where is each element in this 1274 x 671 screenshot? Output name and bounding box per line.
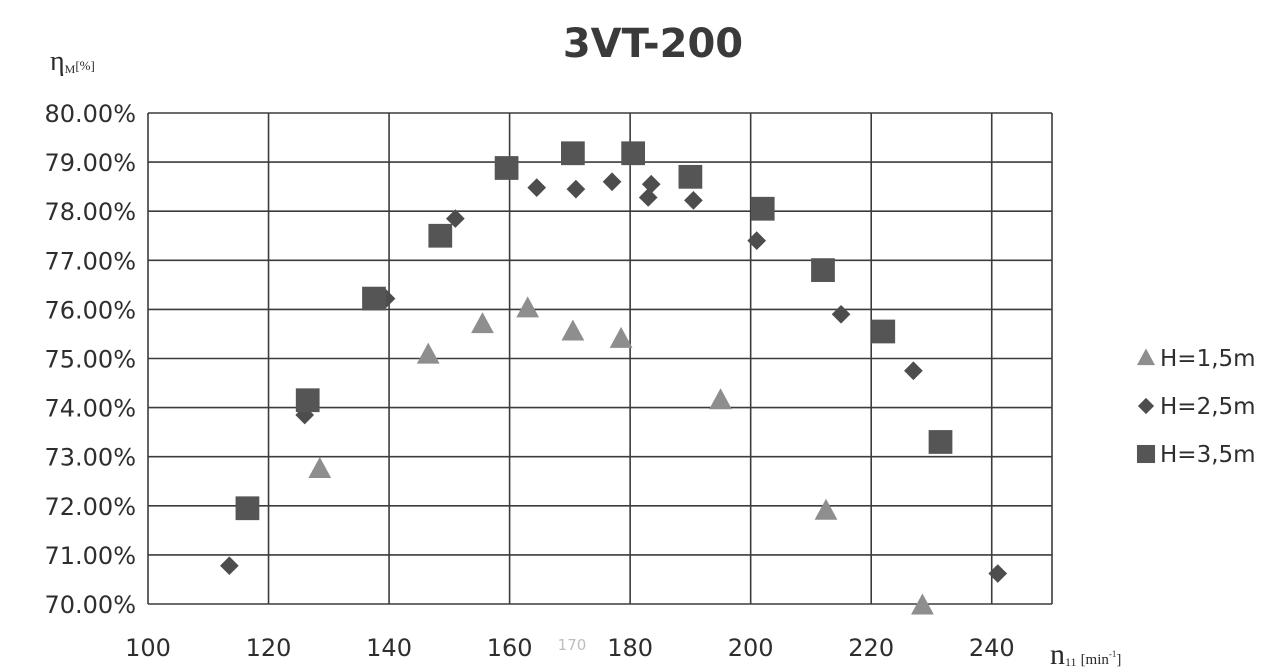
point-diamond bbox=[831, 304, 851, 324]
point-diamond bbox=[446, 209, 465, 228]
point-triangle bbox=[709, 388, 732, 410]
y-tick-label: 74.00% bbox=[44, 395, 136, 423]
legend-marker-diamond bbox=[1137, 397, 1155, 415]
pencil-annotation: 170 bbox=[558, 636, 587, 654]
x-tick-label: 220 bbox=[848, 634, 894, 662]
x-tick-label: 180 bbox=[607, 634, 653, 662]
y-tick-label: 78.00% bbox=[44, 198, 136, 226]
point-diamond bbox=[602, 172, 622, 192]
point-triangle bbox=[814, 498, 838, 520]
point-diamond bbox=[220, 556, 239, 576]
legend-label: H=1,5m bbox=[1160, 346, 1256, 372]
point-diamond bbox=[747, 231, 767, 251]
point-diamond bbox=[566, 179, 586, 199]
grid bbox=[147, 112, 1053, 605]
x-tick-label: 200 bbox=[728, 634, 774, 662]
point-triangle bbox=[516, 296, 540, 318]
point-diamond bbox=[904, 361, 923, 381]
point-square bbox=[561, 141, 585, 166]
x-tick-label: 160 bbox=[487, 634, 533, 662]
y-tick-label: 73.00% bbox=[44, 444, 136, 472]
point-diamond bbox=[295, 405, 315, 425]
tick-labels: 70.00% 71.00% 72.00% 73.00% 74.00% 75.00% 76.0… bbox=[44, 100, 1014, 662]
point-triangle bbox=[416, 342, 440, 364]
point-triangle bbox=[471, 312, 494, 334]
point-square bbox=[871, 319, 896, 344]
point-diamond bbox=[988, 564, 1008, 583]
x-tick-label: 140 bbox=[366, 634, 412, 662]
point-square bbox=[362, 286, 386, 311]
legend-marker-square bbox=[1136, 444, 1156, 464]
legend-label: H=2,5m bbox=[1160, 394, 1256, 420]
y-tick-label: 72.00% bbox=[44, 493, 136, 521]
y-tick-label: 77.00% bbox=[44, 247, 136, 275]
data-points bbox=[220, 141, 1008, 615]
point-square bbox=[621, 141, 646, 166]
y-tick-label: 76.00% bbox=[44, 296, 136, 324]
point-square bbox=[235, 496, 260, 521]
point-square bbox=[678, 164, 703, 189]
point-square bbox=[928, 430, 953, 454]
legend: H=1,5m H=2,5m H=3,5m bbox=[1136, 346, 1256, 468]
y-tick-label: 80.00% bbox=[44, 100, 136, 128]
point-square bbox=[295, 388, 320, 413]
y-tick-label: 70.00% bbox=[44, 591, 136, 619]
x-tick-label: 240 bbox=[969, 634, 1015, 662]
x-tick-label: 120 bbox=[246, 634, 292, 662]
point-square bbox=[494, 156, 519, 180]
point-square bbox=[428, 223, 453, 248]
point-diamond bbox=[527, 178, 547, 197]
point-diamond bbox=[376, 289, 396, 308]
y-axis-label: ηM[%] bbox=[50, 46, 95, 77]
point-diamond bbox=[641, 174, 661, 194]
point-square bbox=[750, 196, 775, 221]
point-diamond bbox=[684, 191, 703, 210]
point-diamond bbox=[638, 188, 658, 207]
x-tick-label: 100 bbox=[125, 634, 171, 662]
y-tick-label: 75.00% bbox=[44, 346, 136, 374]
x-axis-label: n11 [min-1] bbox=[1050, 638, 1121, 671]
point-triangle bbox=[911, 593, 934, 615]
y-tick-label: 71.00% bbox=[44, 542, 136, 570]
legend-marker-triangle bbox=[1136, 348, 1156, 366]
point-triangle bbox=[308, 456, 332, 478]
legend-label: H=3,5m bbox=[1160, 442, 1256, 468]
chart-title: 3VT-200 bbox=[563, 21, 743, 67]
point-triangle bbox=[609, 326, 633, 348]
point-triangle bbox=[561, 319, 585, 341]
point-square bbox=[811, 258, 835, 282]
y-tick-label: 79.00% bbox=[44, 149, 136, 177]
